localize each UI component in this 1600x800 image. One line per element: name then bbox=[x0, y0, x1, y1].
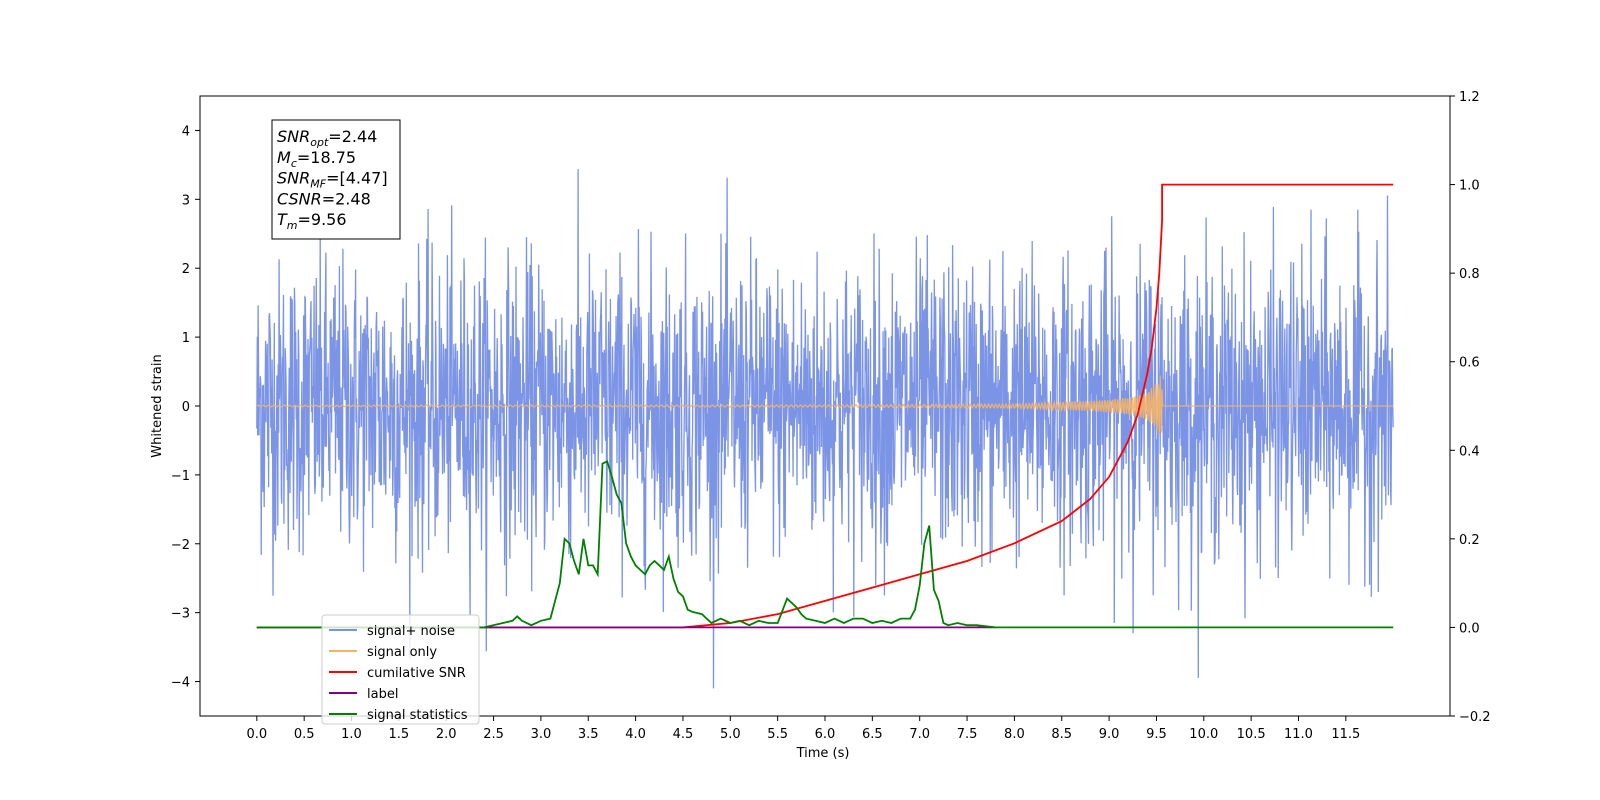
x-tick-label: 4.0 bbox=[625, 727, 646, 742]
y-tick-label: −1 bbox=[171, 469, 190, 484]
info-line: Mc=18.75 bbox=[277, 148, 356, 170]
y-tick-label: 2 bbox=[182, 262, 190, 277]
x-tick-label: 1.0 bbox=[341, 727, 362, 742]
x-tick-label: 11.5 bbox=[1331, 727, 1360, 742]
info-line: SNRopt=2.44 bbox=[277, 127, 377, 149]
y2-tick-label: 0.0 bbox=[1459, 621, 1480, 636]
y-tick-label: 0 bbox=[182, 400, 190, 415]
x-tick-label: 4.5 bbox=[673, 727, 694, 742]
x-tick-label: 3.0 bbox=[531, 727, 552, 742]
x-tick-label: 3.5 bbox=[578, 727, 599, 742]
x-tick-label: 5.0 bbox=[720, 727, 741, 742]
x-tick-label: 2.0 bbox=[436, 727, 457, 742]
info-line: Tm=9.56 bbox=[277, 210, 347, 232]
legend-label: signal statistics bbox=[367, 708, 468, 723]
legend-label: label bbox=[367, 687, 398, 702]
legend: signal+ noise signal only cumilative SNR la… bbox=[321, 614, 480, 725]
x-tick-label: 1.5 bbox=[389, 727, 410, 742]
x-tick-label: 6.5 bbox=[862, 727, 883, 742]
x-tick-label: 8.5 bbox=[1051, 727, 1072, 742]
y-axis-left: −4 −3 −2 −1 0 1 2 3 4 bbox=[171, 124, 200, 691]
y-tick-label: −2 bbox=[171, 538, 190, 553]
info-annotation-box: SNRopt=2.44Mc=18.75SNRMF=[4.47]CSNR=2.48… bbox=[271, 119, 401, 240]
legend-item: signal only bbox=[329, 645, 437, 660]
legend-label: signal+ noise bbox=[367, 624, 455, 639]
legend-frame bbox=[321, 614, 480, 725]
legend-label: signal only bbox=[367, 645, 437, 660]
info-line: SNRMF=[4.47] bbox=[277, 169, 388, 191]
y-tick-label: 4 bbox=[182, 124, 190, 139]
y2-tick-label: 1.2 bbox=[1459, 90, 1480, 105]
x-tick-label: 0.5 bbox=[294, 727, 315, 742]
x-tick-label: 10.0 bbox=[1189, 727, 1218, 742]
x-tick-label: 8.0 bbox=[1004, 727, 1025, 742]
series-signal-only bbox=[256, 375, 1394, 435]
x-tick-label: 0.0 bbox=[246, 727, 267, 742]
x-tick-label: 11.0 bbox=[1284, 727, 1313, 742]
y2-tick-label: −0.2 bbox=[1459, 710, 1491, 725]
x-tick-label: 9.0 bbox=[1099, 727, 1120, 742]
x-tick-label: 10.5 bbox=[1237, 727, 1266, 742]
x-tick-label: 5.5 bbox=[767, 727, 788, 742]
series-signal-statistics bbox=[256, 460, 1394, 629]
legend-item: signal statistics bbox=[329, 708, 468, 723]
x-axis-title: Time (s) bbox=[796, 746, 850, 761]
legend-item: cumilative SNR bbox=[329, 666, 466, 681]
y2-tick-label: 0.6 bbox=[1459, 356, 1480, 371]
x-tick-label: 6.0 bbox=[815, 727, 836, 742]
series-cumilative-snr bbox=[256, 183, 1394, 629]
y-axis-title: Whitened strain bbox=[150, 354, 165, 457]
info-box-frame bbox=[271, 119, 401, 240]
series-signal-plus-noise bbox=[256, 169, 1394, 689]
x-axis: 0.0 0.5 1.0 1.5 2.0 2.5 3.0 3.5 4.0 4.5 5.0 5.5 6.0 6… bbox=[246, 716, 1360, 742]
legend-item: label bbox=[329, 687, 398, 702]
y2-tick-label: 1.0 bbox=[1459, 179, 1480, 194]
y2-tick-label: 0.8 bbox=[1459, 267, 1480, 282]
x-tick-label: 9.5 bbox=[1146, 727, 1167, 742]
x-tick-label: 2.5 bbox=[483, 727, 504, 742]
x-tick-label: 7.0 bbox=[909, 727, 930, 742]
y-tick-label: 3 bbox=[182, 193, 190, 208]
x-tick-label: 7.5 bbox=[957, 727, 978, 742]
legend-item: signal+ noise bbox=[329, 624, 455, 639]
y-tick-label: −4 bbox=[171, 676, 190, 691]
y2-tick-label: 0.2 bbox=[1459, 533, 1480, 548]
y-tick-label: −3 bbox=[171, 607, 190, 622]
info-line: CSNR=2.48 bbox=[277, 189, 371, 208]
y-axis-right: −0.2 0.0 0.2 0.4 0.6 0.8 1.0 1.2 bbox=[1450, 90, 1491, 725]
legend-label: cumilative SNR bbox=[367, 666, 466, 681]
y-tick-label: 1 bbox=[182, 331, 190, 346]
y2-tick-label: 0.4 bbox=[1459, 444, 1480, 459]
